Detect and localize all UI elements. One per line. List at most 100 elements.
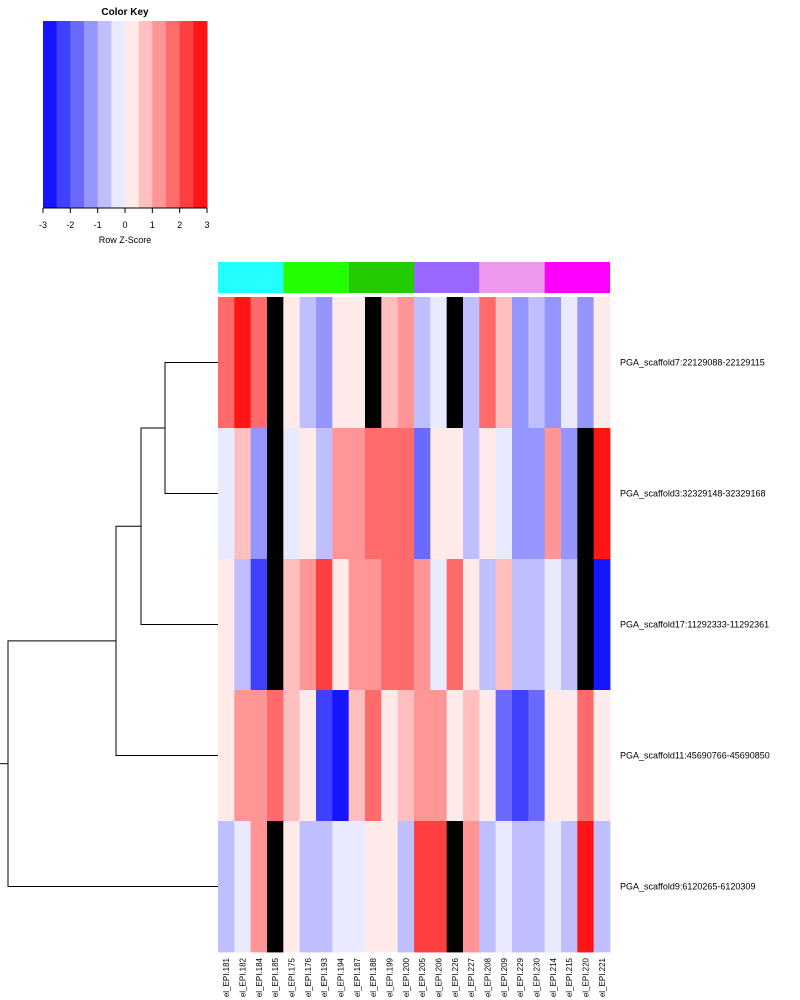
heatmap-cell bbox=[299, 297, 317, 429]
heatmap-cell bbox=[250, 559, 268, 691]
heatmap-cell bbox=[512, 821, 529, 953]
heatmap-cell bbox=[250, 821, 268, 953]
column-label: el_EPI.214 bbox=[549, 957, 558, 997]
column-group-color bbox=[348, 262, 414, 293]
heatmap-cell bbox=[348, 428, 366, 560]
heatmap-cell bbox=[463, 297, 480, 429]
column-label: el_EPI.208 bbox=[484, 957, 493, 997]
heatmap-cell bbox=[430, 821, 448, 953]
heatmap-cell bbox=[299, 821, 317, 953]
heatmap-cell bbox=[299, 559, 317, 691]
heatmap-cell bbox=[348, 297, 366, 429]
color-key-bin bbox=[84, 21, 99, 208]
heatmap-cell bbox=[348, 559, 366, 691]
heatmap-cell bbox=[414, 297, 431, 429]
color-key-bin bbox=[56, 21, 71, 208]
heatmap-cell bbox=[446, 821, 464, 953]
heatmap-cell bbox=[446, 559, 464, 691]
heatmap-cell bbox=[218, 690, 235, 822]
column-group-color bbox=[479, 262, 545, 293]
column-label: el_EPI.200 bbox=[402, 957, 411, 997]
heatmap-cells bbox=[218, 297, 611, 953]
color-key-xlabel: Row Z-Score bbox=[99, 235, 152, 245]
column-label: el_EPI.230 bbox=[533, 957, 542, 997]
heatmap-cell bbox=[479, 559, 497, 691]
color-key-bin bbox=[179, 21, 194, 208]
column-label: el_EPI.226 bbox=[451, 957, 460, 997]
column-label: el_EPI.227 bbox=[467, 957, 476, 997]
heatmap-cell bbox=[479, 297, 497, 429]
heatmap-cell bbox=[593, 690, 611, 822]
heatmap-cell bbox=[332, 428, 350, 560]
heatmap-cell bbox=[561, 428, 578, 560]
heatmap-cell bbox=[332, 297, 350, 429]
heatmap-cell bbox=[283, 297, 301, 429]
heatmap-cell bbox=[267, 297, 284, 429]
heatmap-cell bbox=[234, 559, 252, 691]
heatmap-cell bbox=[414, 428, 431, 560]
heatmap-cell bbox=[218, 297, 235, 429]
column-label: el_EPI.205 bbox=[418, 957, 427, 997]
heatmap-cell bbox=[283, 428, 301, 560]
dendrogram-branch bbox=[7, 640, 218, 887]
row-dendrogram bbox=[0, 362, 218, 887]
heatmap-cell bbox=[463, 690, 480, 822]
heatmap-cell bbox=[397, 559, 415, 691]
column-label: el_EPI.220 bbox=[582, 957, 591, 997]
color-key-bin bbox=[111, 21, 126, 208]
heatmap-cell bbox=[528, 559, 546, 691]
heatmap-cell bbox=[250, 690, 268, 822]
heatmap-cell bbox=[495, 690, 513, 822]
dendrogram-branch bbox=[115, 525, 218, 756]
column-group-color bbox=[283, 262, 349, 293]
heatmap-cell bbox=[561, 690, 578, 822]
heatmap-cell bbox=[446, 297, 464, 429]
row-label: PGA_scaffold11:45690766-45690850 bbox=[620, 751, 770, 761]
color-key-bin bbox=[193, 21, 208, 208]
row-label: PGA_scaffold17:11292333-11292361 bbox=[620, 620, 769, 630]
column-label: el_EPI.221 bbox=[598, 957, 607, 997]
heatmap-cell bbox=[316, 690, 333, 822]
column-group-color bbox=[414, 262, 480, 293]
heatmap-cell bbox=[446, 690, 464, 822]
row-labels: PGA_scaffold7:22129088-22129115 PGA_scaff… bbox=[620, 358, 770, 892]
heatmap-cell bbox=[332, 559, 350, 691]
column-labels: el_EPI.181 el_EPI.182 el_EPI.184 el_EPI.185… bbox=[222, 957, 607, 997]
heatmap-cell bbox=[593, 821, 611, 953]
column-group-color bbox=[218, 262, 284, 293]
column-label: el_EPI.188 bbox=[369, 957, 378, 997]
heatmap-cell bbox=[218, 428, 235, 560]
column-label: el_EPI.215 bbox=[565, 957, 574, 997]
heatmap-cell bbox=[365, 690, 382, 822]
heatmap-cell bbox=[577, 821, 595, 953]
column-label: el_EPI.185 bbox=[271, 957, 280, 997]
heatmap-cell bbox=[316, 559, 333, 691]
heatmap-cell bbox=[544, 428, 562, 560]
heatmap-cell bbox=[348, 690, 366, 822]
heatmap-cell bbox=[577, 428, 595, 560]
color-key-bins bbox=[43, 21, 208, 208]
heatmap-cell bbox=[479, 821, 497, 953]
heatmap-cell bbox=[561, 559, 578, 691]
color-key-title: Color Key bbox=[101, 7, 149, 18]
heatmap-cell bbox=[332, 821, 350, 953]
heatmap-cell bbox=[316, 428, 333, 560]
heatmap-cell bbox=[512, 297, 529, 429]
heatmap-cell bbox=[267, 428, 284, 560]
heatmap-cell bbox=[299, 690, 317, 822]
color-key-tick-label: 0 bbox=[122, 220, 127, 230]
heatmap-cell bbox=[479, 428, 497, 560]
heatmap-cell bbox=[218, 559, 235, 691]
color-key-tick-label: 2 bbox=[177, 220, 182, 230]
color-key-bin bbox=[43, 21, 58, 208]
column-label: el_EPI.181 bbox=[222, 957, 231, 997]
heatmap-cell bbox=[528, 821, 546, 953]
heatmap-cell bbox=[463, 428, 480, 560]
color-key-bin bbox=[166, 21, 181, 208]
heatmap-cell bbox=[528, 428, 546, 560]
column-label: el_EPI.229 bbox=[516, 957, 525, 997]
heatmap-cell bbox=[283, 559, 301, 691]
color-key-tick-label: -2 bbox=[66, 220, 74, 230]
heatmap-cell bbox=[332, 690, 350, 822]
color-key: Color Key -3 -2 -1 0 1 2 3 Row Z-Score bbox=[39, 7, 210, 245]
